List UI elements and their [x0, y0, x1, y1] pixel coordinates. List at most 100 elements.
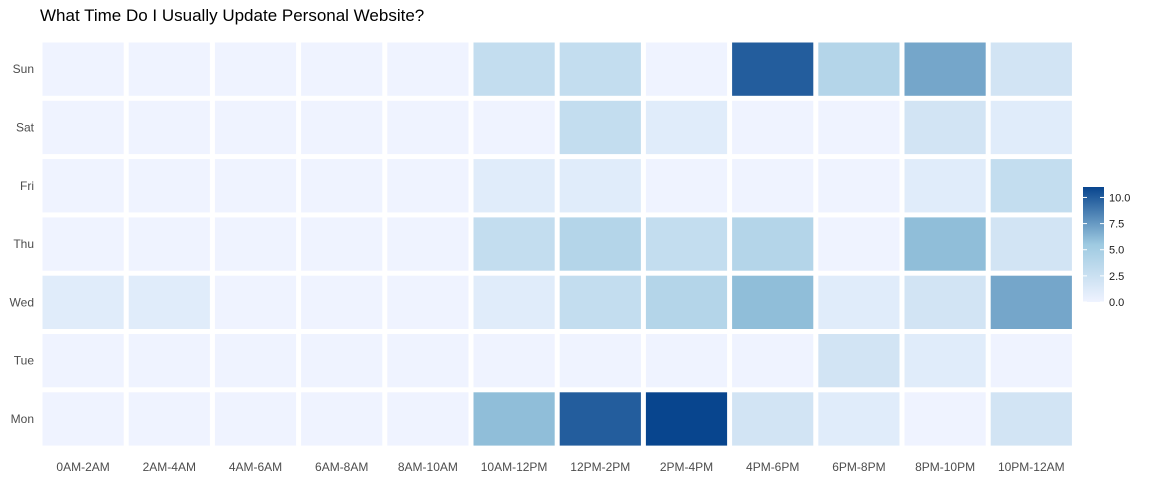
- x-tick-label: 4AM-6AM: [229, 460, 282, 474]
- heatmap-cell-tue-11: [990, 334, 1072, 388]
- heatmap-cell-wed-5: [473, 275, 555, 329]
- x-tick-label: 12PM-2PM: [570, 460, 630, 474]
- heatmap-cell-sat-10: [904, 100, 986, 155]
- heatmap-cell-fri-9: [818, 159, 900, 213]
- heatmap-cell-sun-3: [301, 42, 383, 96]
- chart-title: What Time Do I Usually Update Personal W…: [40, 6, 425, 25]
- heatmap-cell-mon-7: [645, 392, 728, 446]
- heatmap-cell-mon-1: [128, 392, 210, 446]
- legend-tick-label: 10.0: [1109, 192, 1130, 204]
- heatmap-cell-tue-7: [645, 334, 728, 388]
- heatmap-cell-sat-4: [387, 100, 469, 155]
- heatmap-cell-sat-2: [214, 100, 297, 155]
- heatmap-cell-wed-0: [42, 275, 124, 329]
- y-axis-ticks: Sun Sat Fri Thu Wed Tue Mon: [10, 62, 35, 426]
- x-tick-label: 2PM-4PM: [660, 460, 713, 474]
- x-axis-ticks: 0AM-2AM 2AM-4AM 4AM-6AM 6AM-8AM 8AM-10AM 10AM…: [56, 460, 1064, 474]
- heatmap-cell-thu-2: [214, 217, 297, 271]
- heatmap-cell-tue-2: [214, 334, 297, 388]
- y-tick-label: Wed: [10, 295, 34, 309]
- heatmap-cell-sat-6: [559, 100, 641, 155]
- heatmap-cell-wed-8: [732, 275, 814, 329]
- y-tick-label: Sat: [16, 120, 35, 134]
- heatmap-cell-sat-5: [473, 100, 555, 155]
- y-tick-label: Tue: [14, 354, 35, 368]
- heatmap-cell-sat-3: [301, 100, 383, 155]
- x-tick-label: 10AM-12PM: [481, 460, 548, 474]
- heatmap-cell-wed-7: [645, 275, 728, 329]
- heatmap-cell-thu-8: [732, 217, 814, 271]
- x-tick-label: 6AM-8AM: [315, 460, 368, 474]
- heatmap-cell-thu-4: [387, 217, 469, 271]
- heatmap-cell-fri-2: [214, 159, 297, 213]
- legend-tick-label: 7.5: [1109, 219, 1124, 231]
- heatmap-cell-tue-4: [387, 334, 469, 388]
- heatmap-cell-thu-11: [990, 217, 1072, 271]
- heatmap-cell-sun-7: [645, 42, 728, 96]
- heatmap-cell-sat-7: [645, 100, 728, 155]
- heatmap-cell-sun-9: [818, 42, 900, 96]
- heatmap-cell-thu-3: [301, 217, 383, 271]
- heatmap-cell-fri-11: [990, 159, 1072, 213]
- x-tick-label: 8AM-10AM: [398, 460, 458, 474]
- legend-tick-label: 0.0: [1109, 297, 1124, 309]
- heatmap-cell-mon-3: [301, 392, 383, 446]
- heatmap-cell-tue-0: [42, 334, 124, 388]
- heatmap-cell-mon-9: [818, 392, 900, 446]
- legend-colorbar: [1083, 187, 1104, 302]
- x-tick-label: 4PM-6PM: [746, 460, 799, 474]
- heatmap-cell-wed-10: [904, 275, 986, 329]
- heatmap-cell-sun-4: [387, 42, 469, 96]
- heatmap-cell-wed-3: [301, 275, 383, 329]
- heatmap-cell-sun-10: [904, 42, 986, 96]
- heatmap-cell-sat-0: [42, 100, 124, 155]
- heatmap-cell-mon-0: [42, 392, 124, 446]
- heatmap-cell-tue-10: [904, 334, 986, 388]
- heatmap-cell-tue-6: [559, 334, 641, 388]
- heatmap-cell-sun-11: [990, 42, 1072, 96]
- heatmap-cell-thu-1: [128, 217, 210, 271]
- heatmap-cell-wed-2: [214, 275, 297, 329]
- x-tick-label: 10PM-12AM: [998, 460, 1065, 474]
- heatmap-cell-sat-11: [990, 100, 1072, 155]
- heatmap-cell-fri-4: [387, 159, 469, 213]
- heatmap-cell-mon-4: [387, 392, 469, 446]
- heatmap-cell-mon-11: [990, 392, 1072, 446]
- heatmap-cell-sun-1: [128, 42, 210, 96]
- heatmap-cell-tue-1: [128, 334, 210, 388]
- heatmap-cell-tue-9: [818, 334, 900, 388]
- heatmap-cell-thu-9: [818, 217, 900, 271]
- heatmap-cell-fri-0: [42, 159, 124, 213]
- heatmap-cell-thu-7: [645, 217, 728, 271]
- heatmap-cell-sat-9: [818, 100, 900, 155]
- heatmap-cell-mon-5: [473, 392, 555, 446]
- heatmap-cell-wed-6: [559, 275, 641, 329]
- heatmap-cell-sun-2: [214, 42, 297, 96]
- x-tick-label: 6PM-8PM: [832, 460, 885, 474]
- heatmap-cell-tue-8: [732, 334, 814, 388]
- color-legend: 10.0 7.5 5.0 2.5 0.0: [1083, 187, 1130, 309]
- heatmap-cell-thu-0: [42, 217, 124, 271]
- heatmap-cell-mon-8: [732, 392, 814, 446]
- heatmap-cell-sun-8: [732, 42, 814, 96]
- heatmap-cell-sun-6: [559, 42, 641, 96]
- heatmap-cell-fri-5: [473, 159, 555, 213]
- heatmap-cell-mon-10: [904, 392, 986, 446]
- heatmap-cell-fri-6: [559, 159, 641, 213]
- heatmap-cell-wed-1: [128, 275, 210, 329]
- heatmap-cell-wed-9: [818, 275, 900, 329]
- heatmap-cell-thu-5: [473, 217, 555, 271]
- heatmap-cell-tue-5: [473, 334, 555, 388]
- x-tick-label: 0AM-2AM: [56, 460, 109, 474]
- heatmap-cell-tue-3: [301, 334, 383, 388]
- heatmap-cell-fri-7: [645, 159, 728, 213]
- heatmap-cell-mon-2: [214, 392, 297, 446]
- x-tick-label: 2AM-4AM: [143, 460, 196, 474]
- heatmap-cell-sat-8: [732, 100, 814, 155]
- y-tick-label: Mon: [11, 412, 34, 426]
- heatmap-cell-wed-4: [387, 275, 469, 329]
- y-tick-label: Thu: [13, 237, 34, 251]
- heatmap-cell-mon-6: [559, 392, 641, 446]
- legend-tick-label: 5.0: [1109, 245, 1124, 257]
